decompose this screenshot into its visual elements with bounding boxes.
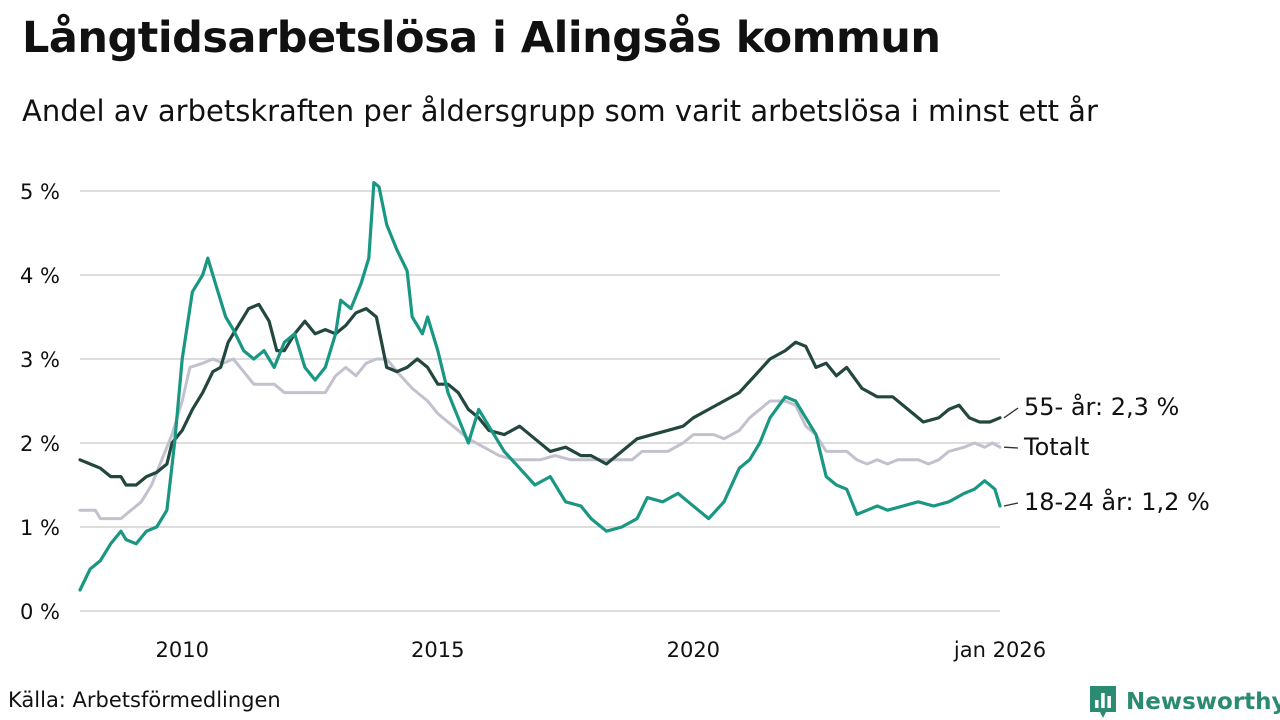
chart-subtitle: Andel av arbetskraften per åldersgrupp s… [22,94,1098,128]
y-tick-label: 3 % [20,348,60,372]
y-tick-label: 4 % [20,264,60,288]
series-end-label: 55- år: 2,3 % [1024,392,1179,421]
leader-line [1003,407,1019,419]
grid-layer [80,190,1000,612]
brand-name: Newsworthy [1126,689,1280,715]
y-tick-label: 1 % [20,516,60,540]
leader-line [1003,446,1019,449]
y-tick-label: 0 % [20,600,60,624]
x-tick-label: 2010 [155,638,208,662]
series-end-label: 18-24 år: 1,2 % [1024,487,1210,516]
y-tick-label: 2 % [20,432,60,456]
x-tick-label: 2015 [411,638,464,662]
leader-line [1003,502,1019,507]
series-end-label: Totalt [1023,433,1089,461]
axis-layer: 0 % 1 % 2 % 3 % 4 % 5 % 2010 2015 2020 jan 2026 [20,180,1046,662]
series-line-55-r [78,302,1002,487]
chart-title: Långtidsarbetslösa i Alingsås kommun [22,13,941,63]
x-tick-label: 2020 [667,638,720,662]
series-layer [78,181,1002,592]
x-tick-label: jan 2026 [953,638,1046,662]
source-note: Källa: Arbetsförmedlingen [8,688,281,712]
brand-logo: Newsworthy [1088,684,1280,720]
y-tick-label: 5 % [20,180,60,204]
newsworthy-logo-icon [1090,686,1116,718]
label-layer: Totalt 55- år: 2,3 % 18-24 år: 1,2 % [1003,392,1210,516]
series-line-totalt [78,357,1002,521]
series-line-18-24-r [78,181,1002,592]
